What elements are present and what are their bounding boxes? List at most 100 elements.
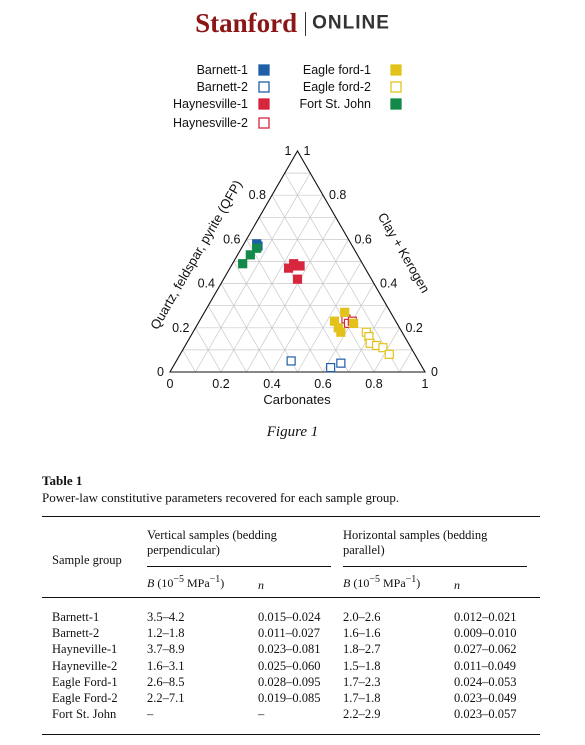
table-cell-vn: 0.023–0.081: [258, 642, 321, 657]
grid-line: [182, 349, 196, 373]
bottom-tick-label: 0.2: [212, 377, 229, 391]
logo-divider: [305, 11, 307, 36]
ternary-grid: [182, 172, 413, 373]
table-cell-vB: 3.5–4.2: [147, 610, 185, 624]
data-point: [295, 261, 305, 271]
table-cell-vn: 0.015–0.024: [258, 610, 321, 624]
table-cell-vB: 2.2–7.1: [147, 691, 185, 705]
table-cell-hn: 0.023–0.049: [454, 691, 517, 705]
legend-label: Barnett-1: [197, 63, 248, 77]
table-cell-vB: 3.7–8.9: [147, 642, 185, 657]
table-cell-hn: 0.009–0.010: [454, 626, 517, 641]
data-point: [286, 356, 296, 366]
table-cell-group: Hayneville-1: [52, 642, 118, 657]
horizontal-b-header: B (10−5 MPa−1): [343, 574, 421, 590]
left-tick-label: 0.2: [172, 321, 189, 335]
grid-line: [233, 261, 298, 373]
table-cell-group: Fort St. John: [52, 707, 117, 722]
ternary-frame: [169, 149, 426, 373]
grid-line: [399, 349, 413, 373]
data-point: [378, 343, 388, 353]
bottom-tick-label: 0.6: [314, 377, 331, 391]
data-point: [245, 250, 255, 260]
grid-line: [284, 172, 400, 373]
table-cell-group: Barnett-1: [52, 610, 100, 624]
table-cell-vB: 1.6–3.1: [147, 658, 185, 673]
table-cell-vn: 0.025–0.060: [258, 658, 321, 673]
table-cell-hB: 1.6–1.6: [343, 626, 381, 641]
vertical-b-header: B (10−5 MPa−1): [147, 574, 225, 590]
table-cell-hn: 0.027–0.062: [454, 642, 517, 657]
table-cell-vB: 1.2–1.8: [147, 626, 185, 641]
vertical-n-header: n: [258, 578, 264, 592]
table-cell-hB: 2.0–2.6: [343, 610, 381, 624]
table-cell-group: Eagle Ford-2: [52, 691, 118, 705]
data-point: [336, 358, 346, 368]
grid-line: [207, 305, 247, 373]
table-cell-group: Barnett-2: [52, 626, 100, 641]
legend-swatch: [258, 98, 270, 110]
legend-swatch: [390, 81, 402, 93]
table-cell-hB: 1.7–1.8: [343, 691, 381, 705]
right-tick-label: 0: [431, 365, 438, 379]
left-tick-label: 1: [285, 144, 292, 158]
left-tick-label: 0.4: [198, 277, 215, 291]
table-title: Table 1: [42, 473, 83, 488]
logo-suffix: ONLINE: [312, 12, 390, 34]
legend-swatch: [390, 64, 402, 76]
data-point: [349, 318, 359, 328]
table-cell-hn: 0.023–0.057: [454, 707, 517, 722]
data-point: [336, 327, 346, 337]
table-cell-hn: 0.012–0.021: [454, 610, 517, 624]
ternary-ticks: 0 0.2 0.4 0.6 0.8 110.80.60.40.2010.80.60.40.…: [157, 144, 438, 391]
legend-label: Haynesville-1: [173, 97, 248, 111]
figure-caption: Figure 1: [266, 424, 319, 440]
bottom-axis-title: Carbonates: [263, 392, 331, 407]
data-point: [283, 263, 294, 273]
right-tick-label: 0.6: [355, 232, 372, 246]
horizontal-group-line1: Horizontal samples (bedding: [343, 528, 488, 542]
row-header: Sample group: [52, 553, 122, 567]
horizontal-n-header: n: [454, 578, 460, 592]
table-cell-vB: –: [147, 707, 154, 722]
horizontal-group-rule: [343, 566, 527, 567]
legend-label: Fort St. John: [299, 97, 371, 111]
table-caption: Power-law constitutive parameters recove…: [42, 490, 400, 505]
legend-swatch: [390, 98, 402, 110]
grid-line: [258, 217, 349, 373]
table-cell-vn: 0.011–0.027: [258, 626, 321, 641]
legend-label: Barnett-2: [197, 80, 248, 94]
bottom-tick-label: 0.4: [263, 377, 280, 391]
data-point: [384, 349, 394, 359]
table-cell-vn: 0.019–0.085: [258, 691, 321, 705]
table-cell-group: Eagle Ford-1: [52, 674, 118, 689]
ternary-figure: Barnett-1 Barnett-2 Haynesville-1 Haynesvil…: [147, 63, 438, 407]
legend-label: Eagle ford-1: [303, 63, 371, 77]
left-tick-label: 0: [157, 365, 164, 379]
logo-brand: Stanford: [195, 8, 298, 38]
grid-line: [195, 327, 222, 373]
right-tick-label: 1: [304, 144, 311, 158]
grid-line: [195, 172, 311, 373]
table-cell-hB: 2.2–2.9: [343, 707, 381, 722]
right-tick-label: 0.2: [406, 321, 423, 335]
data-point: [292, 274, 303, 284]
bottom-tick-label: 1: [422, 377, 429, 391]
legend-label: Eagle ford-2: [303, 80, 371, 94]
data-point: [326, 362, 336, 373]
vertical-group-rule: [147, 566, 331, 567]
left-axis-title: Quartz, feldspar, pyrite (QFP): [147, 177, 245, 332]
bottom-tick-label: 0: [167, 377, 174, 391]
axis-titles: Carbonates Quartz, feldspar, pyrite (QFP)…: [147, 177, 433, 407]
table-cell-hB: 1.5–1.8: [343, 658, 381, 673]
table-cell-hB: 1.8–2.7: [343, 642, 381, 657]
table-cell-group: Hayneville-2: [52, 658, 118, 673]
data-point: [238, 259, 248, 269]
right-tick-label: 0.4: [380, 277, 397, 291]
legend-label: Haynesville-2: [173, 116, 248, 130]
right-tick-label: 0.8: [329, 188, 346, 202]
table-cell-vn: 0.028–0.095: [258, 674, 321, 689]
table-cell-vn: –: [258, 707, 265, 722]
legend-swatch: [258, 81, 270, 93]
triangle-outline: [169, 149, 426, 373]
